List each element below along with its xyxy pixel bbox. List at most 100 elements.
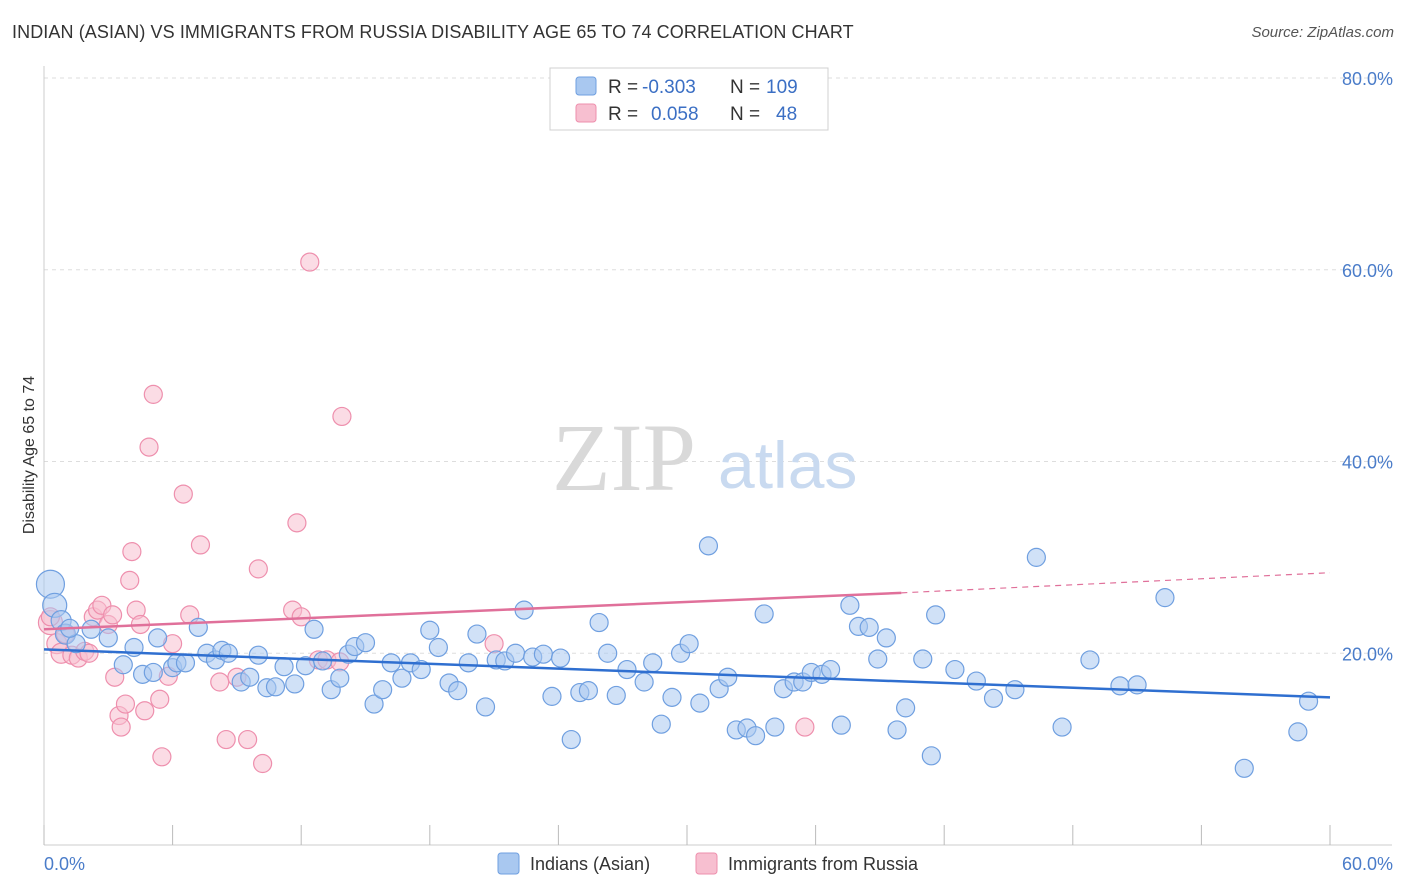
indians-asian-point (448, 681, 468, 701)
indians-asian-point (373, 680, 393, 700)
indians-asian-point (285, 674, 305, 694)
bottom-legend-label: Indians (Asian) (530, 854, 650, 874)
x-tick-label: 0.0% (44, 854, 85, 874)
immigrants-from-russia-point (210, 672, 230, 692)
legend-n-label: N = (730, 104, 760, 125)
indians-asian-point (651, 714, 671, 734)
indians-asian-point (643, 653, 663, 673)
indians-asian-point (364, 694, 384, 714)
legend-r-label: R = (608, 104, 638, 125)
immigrants-from-russia-point (248, 559, 268, 579)
legend-n-label: N = (730, 77, 760, 98)
indians-asian-point (542, 686, 562, 706)
y-tick-label: 20.0% (1342, 644, 1393, 664)
indians-asian-point (617, 659, 637, 680)
trend-line-immigrants-from-russia (43, 591, 902, 631)
immigrants-from-russia-point (139, 437, 159, 457)
indians-asian-point (606, 685, 626, 706)
indians-asian-point (887, 720, 907, 740)
indians-asian-point (578, 681, 599, 701)
immigrants-from-russia-point (332, 406, 352, 427)
immigrants-from-russia-point (122, 542, 142, 562)
trend-line-indians-asian (43, 648, 1331, 699)
legend-n-value: 109 (766, 77, 798, 98)
indians-asian-point (505, 643, 526, 663)
bottom-legend: Indians (Asian) Immigrants from Russia (497, 852, 919, 875)
trend-lines (43, 572, 1331, 699)
indians-asian-point (765, 717, 785, 737)
indians-asian-point (821, 659, 841, 680)
indians-asian-point (304, 619, 324, 639)
immigrants-from-russia-point (216, 729, 236, 750)
indians-asian-point (745, 726, 766, 746)
indians-asian-point (859, 617, 879, 637)
indians-asian-point (330, 668, 350, 688)
legend-r-value: 0.058 (651, 104, 699, 125)
legend-swatch-blue (575, 76, 597, 96)
indians-asian-point (634, 672, 654, 692)
indians-asian-point (921, 746, 941, 766)
indians-asian-point (458, 653, 478, 673)
immigrants-from-russia-point (484, 634, 504, 654)
y-tick-label: 40.0% (1342, 453, 1393, 473)
indians-asian-point (411, 659, 431, 680)
immigrants-from-russia-point (102, 605, 123, 625)
indians-asian-point (868, 649, 888, 669)
indians-asian-point (662, 687, 682, 707)
indians-asian-point (248, 645, 268, 665)
immigrants-from-russia-point (120, 570, 140, 590)
source-credit: Source: ZipAtlas.com (1251, 24, 1394, 41)
indians-asian-point (690, 693, 710, 713)
indians-asian-point (598, 643, 618, 663)
immigrants-from-russia-point (115, 694, 136, 714)
indians-asian-point (147, 628, 168, 648)
watermark-zip: ZIP (552, 404, 696, 511)
y-axis-label: Disability Age 65 to 74 (21, 376, 38, 534)
indians-asian-point (420, 620, 440, 640)
y-tick-label: 80.0% (1342, 69, 1393, 89)
legend-swatch-pink (575, 103, 597, 123)
indians-asian-point (1298, 691, 1319, 711)
indians-asian-point (550, 648, 571, 668)
tick-labels: 20.0% 40.0% 60.0% 80.0% 0.0% 60.0% (44, 69, 1393, 874)
indians-asian-point (1234, 758, 1254, 778)
legend-n-value: 48 (776, 104, 797, 125)
indians-asian-point (1080, 650, 1100, 670)
indians-asian-point (113, 655, 133, 675)
trend-line-extension-immigrants-from-russia (901, 572, 1331, 594)
immigrants-from-russia-point (111, 717, 131, 737)
immigrants-from-russia-point (173, 484, 193, 504)
immigrants-from-russia-point (190, 535, 211, 555)
indians-asian-point (143, 662, 163, 683)
indians-asian-point (966, 671, 986, 691)
y-tick-label: 60.0% (1342, 261, 1393, 281)
watermark: ZIP atlas (552, 404, 857, 511)
indians-asian-point (913, 649, 933, 669)
indians-asian-point (718, 667, 738, 687)
bottom-legend-label: Immigrants from Russia (728, 854, 919, 874)
indians-asian-point (1005, 680, 1025, 700)
indians-asian-point (561, 729, 581, 750)
indians-asian-point (428, 637, 448, 658)
immigrants-from-russia-point (253, 753, 273, 774)
immigrants-from-russia-point (300, 252, 320, 272)
indians-asian-point (1052, 717, 1072, 737)
indians-asian-point (188, 617, 208, 637)
indians-asian-point (240, 667, 260, 687)
indians-asian-point (98, 628, 118, 648)
indians-asian-point (589, 612, 609, 633)
bottom-legend-swatch-pink (695, 852, 718, 875)
bottom-legend-swatch-blue (497, 852, 520, 875)
gridlines (44, 77, 1392, 654)
indians-asian-point (876, 628, 896, 648)
indians-asian-point (467, 624, 487, 644)
indians-asian-point (896, 698, 916, 718)
immigrants-from-russia-point (238, 729, 258, 750)
chart-title: INDIAN (ASIAN) VS IMMIGRANTS FROM RUSSIA… (12, 22, 854, 42)
indians-asian-point (1026, 547, 1046, 567)
watermark-atlas: atlas (718, 428, 857, 502)
indians-asian-point (355, 633, 376, 653)
immigrants-from-russia-point (152, 747, 172, 767)
indians-asian-point (831, 715, 851, 735)
